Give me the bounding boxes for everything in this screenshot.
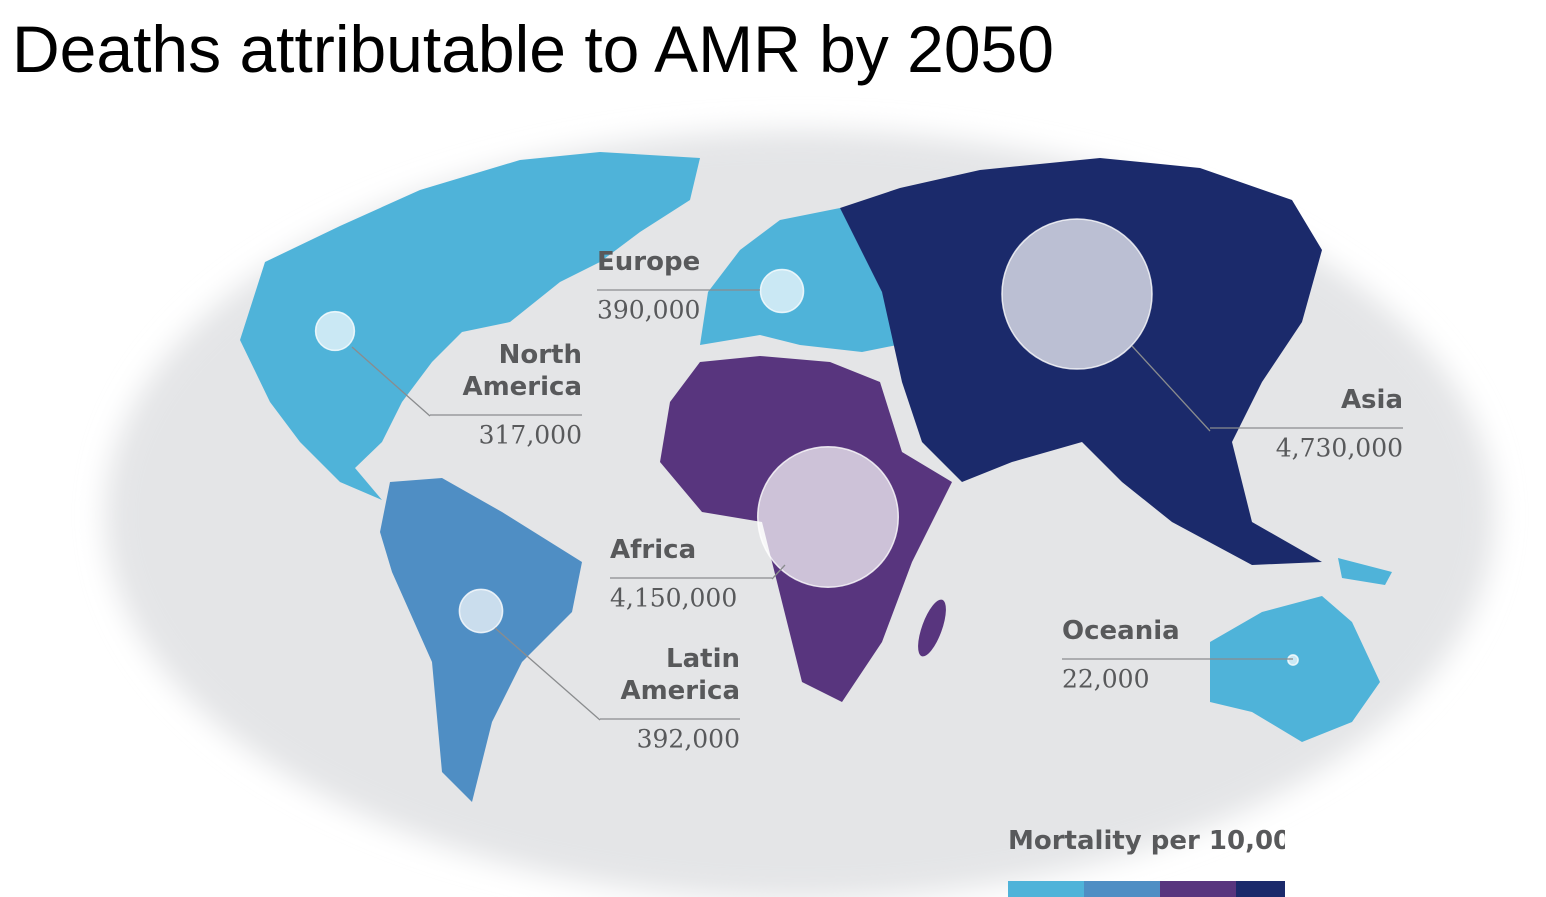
- leader-line: [1131, 345, 1211, 432]
- region-name: Europe: [597, 247, 700, 277]
- new-guinea: [1338, 558, 1392, 585]
- region-name: America: [620, 676, 740, 706]
- labels: NorthAmerica317,000Europe390,000Asia4,73…: [351, 247, 1403, 754]
- leader-line: [771, 564, 786, 580]
- bubble: [1287, 654, 1299, 666]
- region-name: Asia: [1341, 385, 1403, 415]
- region-name: North: [499, 340, 582, 370]
- legend-title: Mortality per 10,000: [1008, 826, 1309, 856]
- bubble: [458, 588, 504, 634]
- region-name: Latin: [666, 644, 740, 674]
- region-value: 392,000: [637, 725, 740, 754]
- north-america: [240, 152, 700, 500]
- legend-swatch: [1236, 881, 1285, 897]
- bubble: [756, 445, 900, 589]
- legend-swatch: [1084, 881, 1160, 897]
- legend: Mortality per 10,000: [1008, 826, 1309, 897]
- title: Deaths attributable to AMR by 2050: [12, 12, 1054, 86]
- bubble: [314, 310, 356, 352]
- madagascar: [918, 599, 946, 657]
- bubble: [759, 268, 805, 314]
- leader-line: [494, 627, 601, 721]
- latin-america: [380, 478, 582, 802]
- bubble: [1001, 218, 1153, 370]
- continents: [240, 152, 1392, 802]
- legend-swatch: [1160, 881, 1236, 897]
- region-value: 4,730,000: [1276, 434, 1403, 463]
- region-value: 4,150,000: [610, 584, 737, 613]
- region-name: America: [462, 372, 582, 402]
- australia: [1210, 596, 1380, 742]
- leader-line: [351, 346, 431, 417]
- bubbles: [314, 218, 1299, 666]
- region-value: 22,000: [1062, 665, 1149, 694]
- region-name: Africa: [610, 535, 696, 565]
- region-value: 390,000: [597, 296, 700, 325]
- region-value: 317,000: [479, 421, 582, 450]
- region-name: Oceania: [1062, 616, 1180, 646]
- legend-swatch: [1008, 881, 1084, 897]
